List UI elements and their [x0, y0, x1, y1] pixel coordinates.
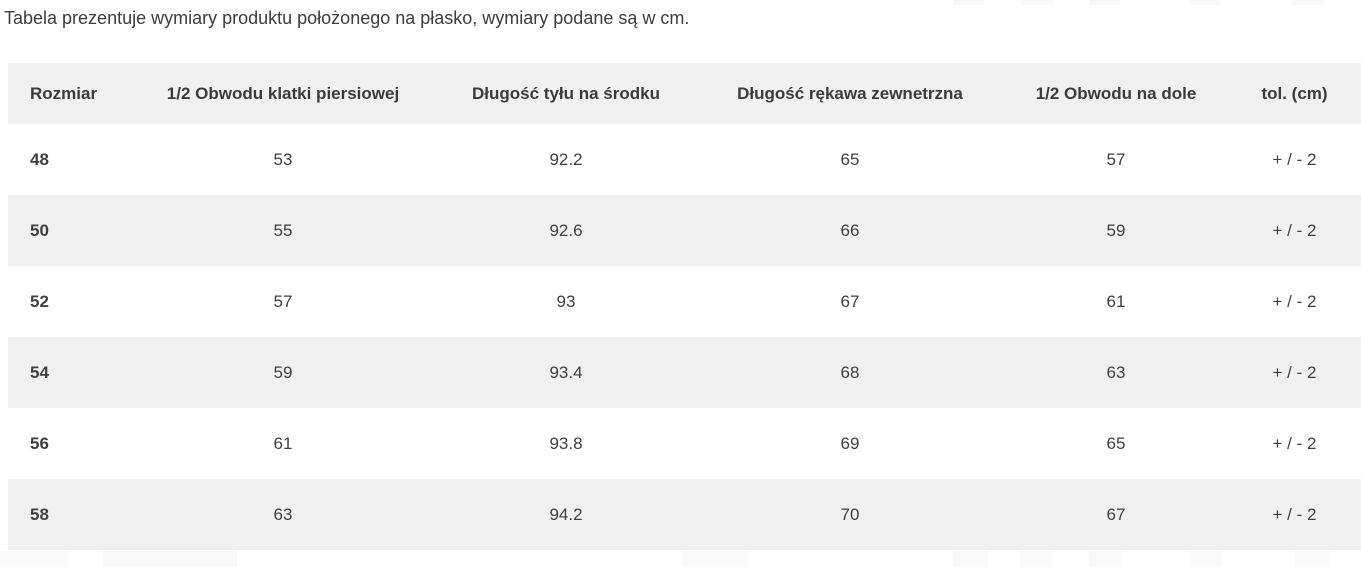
size-table: Rozmiar 1/2 Obwodu klatki piersiowej Dłu…: [8, 63, 1361, 550]
cropped-content-bottom-block: [1089, 551, 1122, 567]
cropped-content-top-block: [1089, 0, 1120, 5]
cropped-content-bottom-block: [1190, 551, 1222, 567]
chest-cell: 61: [273, 433, 293, 453]
header-row: Rozmiar 1/2 Obwodu klatki piersiowej Dłu…: [8, 63, 1361, 124]
bottom-cell: 65: [1106, 433, 1126, 453]
size-cell: 54: [8, 337, 130, 408]
table-row: 52 57 93 67 61 + / - 2: [8, 266, 1361, 337]
sleeve-length-cell: 66: [696, 195, 1004, 266]
bottom-cell: 67: [1004, 479, 1228, 550]
cropped-content-bottom-block: [103, 551, 237, 567]
chest-cell: 55: [130, 195, 436, 266]
cropped-content-bottom-block: [953, 551, 988, 567]
bottom-cell: 61: [1106, 291, 1126, 311]
back-length-cell: 93.8: [549, 433, 583, 453]
cropped-content-top-block: [1291, 0, 1324, 5]
tolerance-cell: + / - 2: [1272, 291, 1317, 311]
tolerance-cell: + / - 2: [1272, 149, 1317, 169]
column-header-size: Rozmiar: [8, 63, 130, 124]
bottom-cell: 57: [1106, 149, 1126, 169]
size-cell: 58: [8, 479, 130, 550]
tolerance-cell: + / - 2: [1228, 195, 1361, 266]
sleeve-length-cell: 67: [840, 291, 860, 311]
chest-cell: 57: [273, 291, 293, 311]
sleeve-length-cell: 69: [840, 433, 860, 453]
size-cell: 48: [30, 149, 49, 169]
table-caption: Tabela prezentuje wymiary produktu położ…: [4, 8, 690, 28]
sleeve-length-cell: 68: [696, 337, 1004, 408]
cropped-content-bottom-block: [682, 551, 747, 567]
column-header-chest: 1/2 Obwodu klatki piersiowej: [130, 63, 436, 124]
size-cell: 52: [30, 291, 49, 311]
chest-cell: 63: [130, 479, 436, 550]
sleeve-length-cell: 65: [840, 149, 860, 169]
tolerance-cell: + / - 2: [1272, 433, 1317, 453]
bottom-cell: 59: [1004, 195, 1228, 266]
table-row: 54 59 93.4 68 63 + / - 2: [8, 337, 1361, 408]
cropped-content-top-block: [1021, 0, 1054, 5]
size-cell: 56: [30, 433, 49, 453]
column-header-tolerance: tol. (cm): [1228, 63, 1361, 124]
tolerance-cell: + / - 2: [1228, 479, 1361, 550]
back-length-cell: 93: [556, 291, 576, 311]
table-row: 50 55 92.6 66 59 + / - 2: [8, 195, 1361, 266]
chest-cell: 59: [130, 337, 436, 408]
back-length-cell: 93.4: [436, 337, 696, 408]
sleeve-length-cell: 70: [696, 479, 1004, 550]
back-length-cell: 94.2: [436, 479, 696, 550]
cropped-content-bottom-block: [1020, 551, 1053, 567]
table-row: 48 53 92.2 65 57 + / - 2: [8, 124, 1361, 195]
table-row: 58 63 94.2 70 67 + / - 2: [8, 479, 1361, 550]
chest-cell: 53: [273, 149, 293, 169]
table-row: 56 61 93.8 69 65 + / - 2: [8, 408, 1361, 479]
cropped-content-top-block: [953, 0, 984, 5]
size-cell: 50: [8, 195, 130, 266]
cropped-content-bottom-block: [1295, 551, 1330, 567]
back-length-cell: 92.2: [549, 149, 583, 169]
bottom-cell: 63: [1004, 337, 1228, 408]
tolerance-cell: + / - 2: [1228, 337, 1361, 408]
back-length-cell: 92.6: [436, 195, 696, 266]
column-header-sleeve-length: Długość rękawa zewnetrzna: [696, 63, 1004, 124]
cropped-content-bottom-block: [0, 551, 67, 567]
column-header-back-length: Długość tyłu na środku: [436, 63, 696, 124]
column-header-bottom: 1/2 Obwodu na dole: [1004, 63, 1228, 124]
cropped-content-top-block: [1190, 0, 1221, 5]
